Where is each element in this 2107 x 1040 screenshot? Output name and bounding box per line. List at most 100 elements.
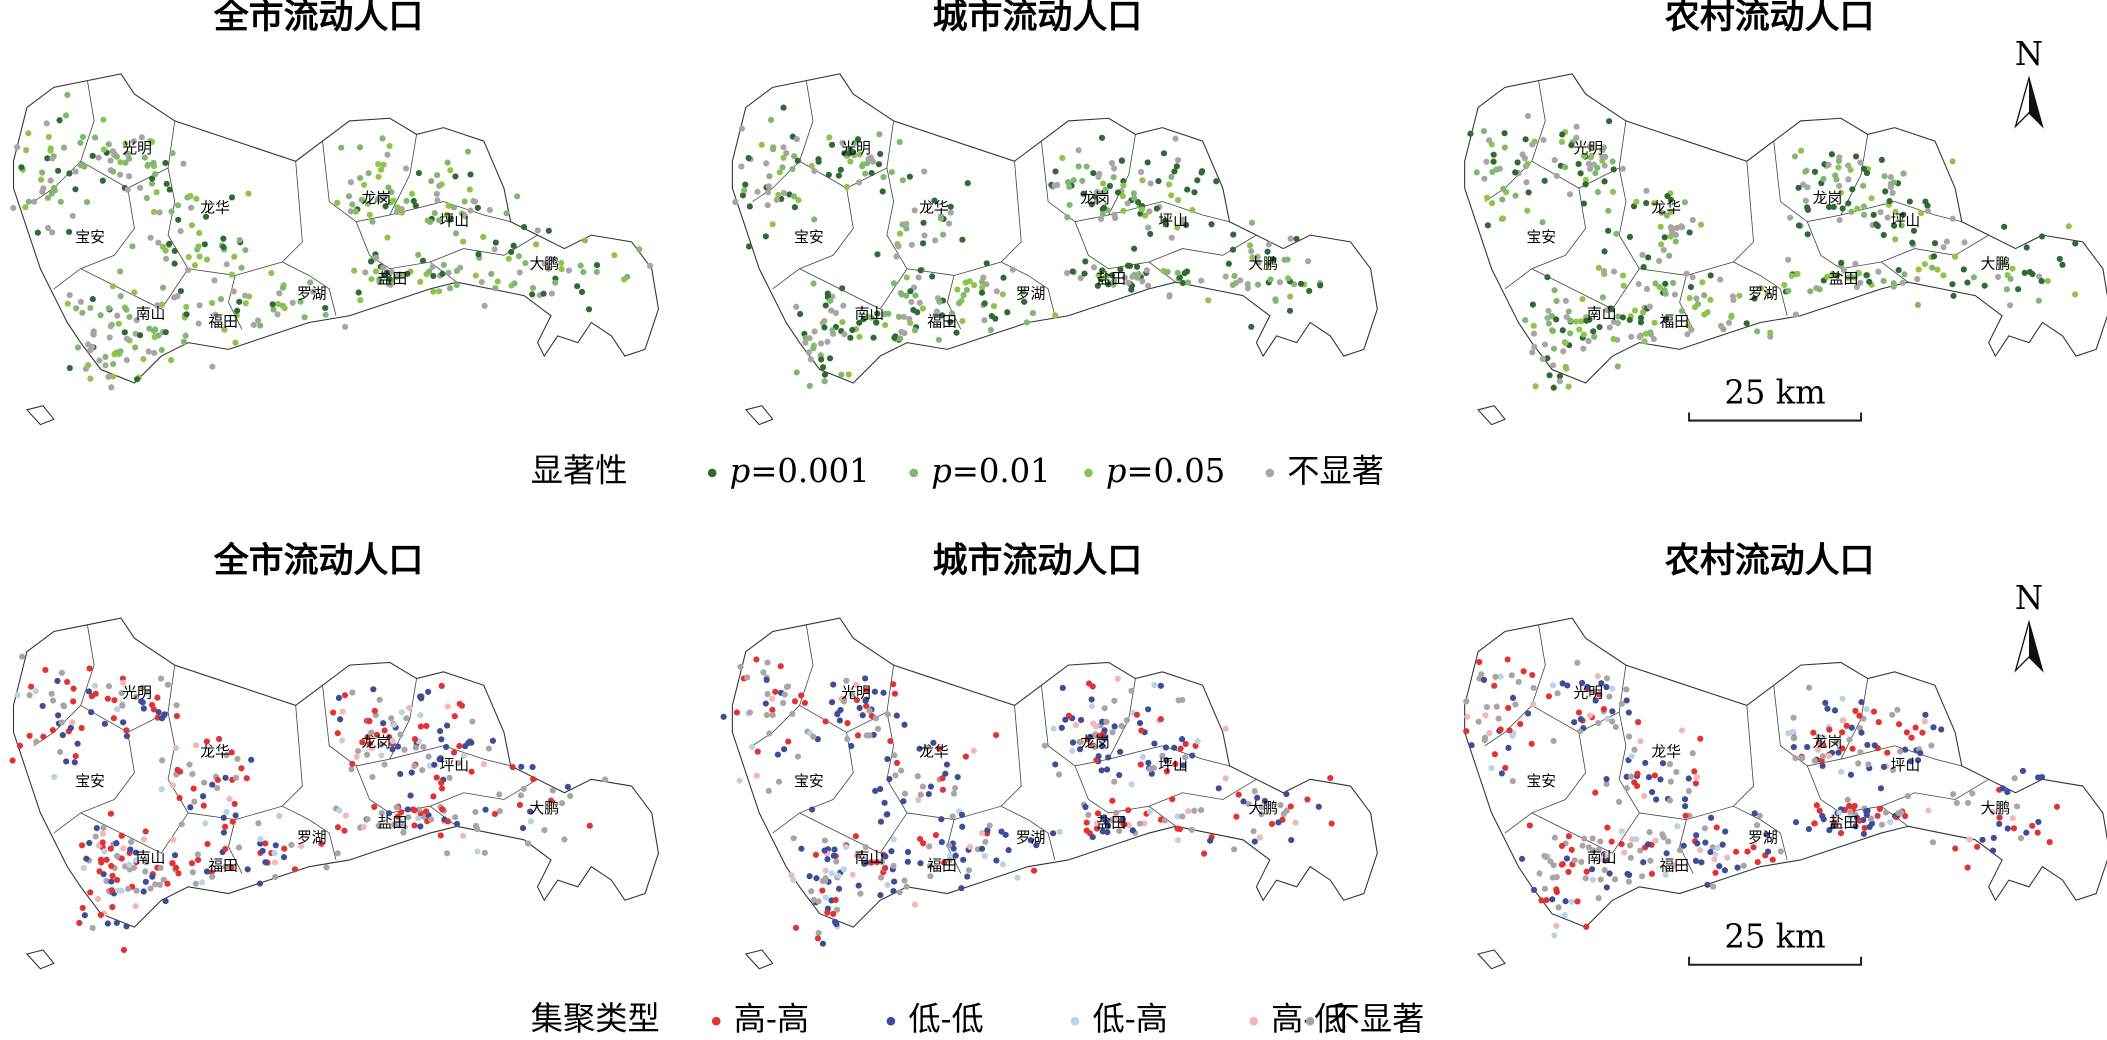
point: [49, 155, 56, 162]
point: [445, 202, 452, 209]
point: [508, 248, 515, 256]
point: [949, 813, 956, 820]
point: [1142, 212, 1149, 219]
point: [798, 692, 805, 699]
point: [1606, 324, 1613, 331]
point: [863, 687, 871, 694]
point: [1792, 819, 1800, 826]
point: [1683, 270, 1690, 277]
point: [81, 912, 88, 919]
point: [1989, 809, 1996, 816]
point: [173, 702, 180, 709]
point: [1614, 363, 1621, 370]
point: [959, 823, 966, 830]
point: [1840, 267, 1848, 274]
point: [1839, 729, 1846, 736]
point: [1079, 177, 1086, 184]
point: [1070, 177, 1077, 184]
point: [118, 689, 125, 697]
point: [91, 682, 99, 689]
point: [1506, 727, 1513, 734]
point: [1545, 693, 1553, 700]
point: [1062, 716, 1069, 723]
point: [1509, 777, 1516, 785]
point: [1995, 273, 2002, 281]
point: [1207, 837, 1214, 844]
point: [1155, 178, 1162, 185]
point: [381, 727, 388, 734]
point: [873, 319, 880, 326]
point: [334, 850, 341, 857]
point: [1909, 239, 1916, 246]
point: [114, 876, 121, 884]
point: [1526, 822, 1533, 829]
point: [545, 265, 552, 272]
point: [814, 935, 822, 942]
point: [1805, 825, 1813, 833]
point: [908, 241, 915, 248]
point: [425, 753, 432, 760]
point: [40, 733, 47, 740]
point: [358, 196, 366, 203]
point: [152, 881, 159, 888]
point: [769, 221, 776, 228]
point: [838, 371, 845, 378]
point: [1484, 222, 1491, 229]
point: [1665, 838, 1672, 845]
point: [437, 832, 444, 839]
point: [201, 779, 208, 786]
point: [1082, 258, 1089, 265]
point: [1895, 266, 1902, 274]
point: [1133, 711, 1141, 718]
point: [1153, 205, 1160, 212]
point: [81, 163, 88, 170]
point: [1689, 216, 1696, 224]
point: [827, 297, 834, 304]
point: [874, 725, 882, 732]
point: [1952, 845, 1959, 852]
point: [234, 755, 241, 762]
point: [990, 302, 998, 310]
point: [880, 689, 887, 696]
district-label: 盐田: [1097, 270, 1127, 287]
point: [1852, 153, 1860, 160]
point: [370, 686, 377, 693]
district-label: 坪山: [1158, 213, 1188, 230]
point: [1508, 672, 1515, 679]
point: [1490, 151, 1497, 158]
point: [1845, 162, 1852, 169]
point: [1852, 707, 1859, 715]
point: [1839, 695, 1846, 702]
point: [366, 718, 373, 725]
point: [1689, 274, 1696, 281]
point: [69, 719, 76, 726]
point: [1125, 279, 1132, 286]
point: [1327, 775, 1334, 782]
point: [1701, 292, 1708, 299]
point: [472, 808, 479, 816]
point: [1707, 848, 1714, 856]
point: [1619, 314, 1627, 321]
point: [1027, 837, 1034, 844]
point: [384, 234, 391, 241]
point: [1882, 188, 1889, 195]
point: [111, 697, 118, 704]
point: [1574, 898, 1581, 905]
district-label: 南山: [136, 305, 166, 322]
point: [496, 807, 503, 815]
point: [1249, 254, 1256, 261]
point: [981, 317, 988, 324]
point: [847, 334, 854, 341]
point: [1286, 307, 1294, 314]
point: [1645, 774, 1653, 781]
point: [1553, 922, 1560, 930]
point: [134, 376, 141, 383]
point: [288, 841, 295, 848]
point: [162, 897, 169, 905]
point: [1076, 746, 1084, 753]
point: [767, 116, 775, 124]
point: [62, 112, 70, 119]
point: [516, 269, 523, 276]
point: [881, 799, 888, 806]
point: [140, 705, 147, 712]
